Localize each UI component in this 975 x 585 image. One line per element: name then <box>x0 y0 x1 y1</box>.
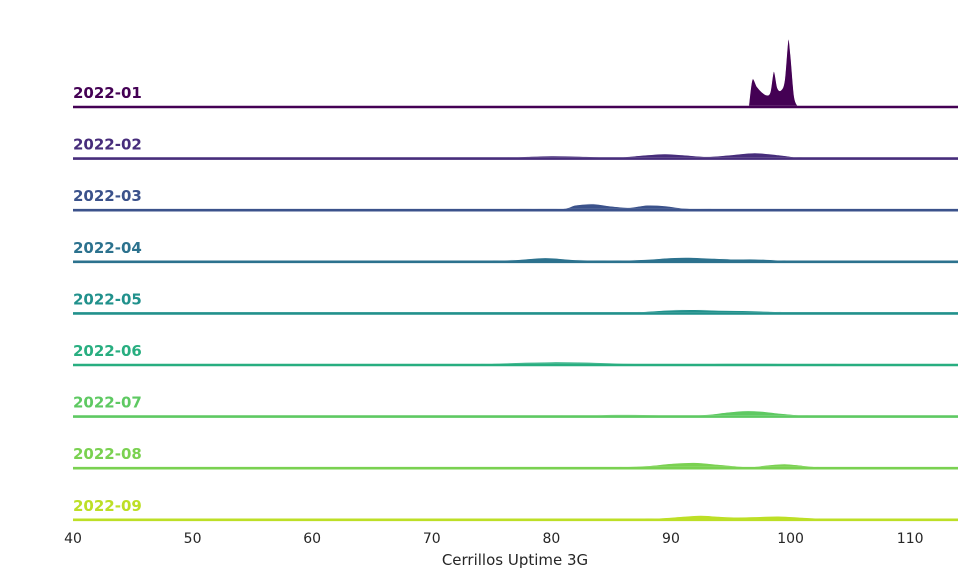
series-label-2022-09: 2022-09 <box>73 497 142 515</box>
ridge-2022-08: 2022-08 <box>73 445 958 470</box>
series-label-2022-07: 2022-07 <box>73 394 142 412</box>
series-label-2022-03: 2022-03 <box>73 187 142 205</box>
series-label-2022-05: 2022-05 <box>73 290 142 308</box>
series-label-2022-04: 2022-04 <box>73 239 142 257</box>
x-axis: 40 50 60 70 80 90 100 110 <box>64 531 923 547</box>
density-area-2022-05 <box>599 309 791 313</box>
x-axis-label: Cerrillos Uptime 3G <box>442 551 588 569</box>
density-area-2022-01 <box>748 38 799 107</box>
ridge-2022-03: 2022-03 <box>73 187 958 212</box>
ridge-2022-05: 2022-05 <box>73 290 958 315</box>
ridge-2022-01: 2022-01 <box>73 38 958 109</box>
x-tick-label: 50 <box>184 531 202 547</box>
x-tick-label: 60 <box>303 531 321 547</box>
density-area-2022-09 <box>623 515 827 520</box>
series-label-2022-01: 2022-01 <box>73 84 142 102</box>
density-area-2022-02 <box>503 152 815 158</box>
x-tick-label: 110 <box>897 531 924 547</box>
density-area-2022-07 <box>551 410 827 416</box>
ridge-2022-02: 2022-02 <box>73 136 958 160</box>
x-tick-label: 90 <box>662 531 680 547</box>
x-tick-label: 80 <box>542 531 560 547</box>
density-area-2022-03 <box>479 203 731 210</box>
series-label-2022-08: 2022-08 <box>73 445 142 463</box>
ridge-2022-06: 2022-06 <box>73 342 958 367</box>
x-tick-label: 100 <box>777 531 804 547</box>
x-tick-label: 70 <box>423 531 441 547</box>
series-label-2022-02: 2022-02 <box>73 136 142 154</box>
x-tick-label: 40 <box>64 531 82 547</box>
ridges-layer: 2022-01 2022-02 2022-03 2022-04 2022-05 2022-… <box>73 38 958 522</box>
density-area-2022-06 <box>479 361 839 365</box>
ridge-2022-09: 2022-09 <box>73 497 958 522</box>
density-area-2022-04 <box>479 257 791 262</box>
ridge-2022-04: 2022-04 <box>73 239 958 264</box>
ridge-2022-07: 2022-07 <box>73 394 958 418</box>
density-area-2022-08 <box>611 462 821 468</box>
series-label-2022-06: 2022-06 <box>73 342 142 360</box>
